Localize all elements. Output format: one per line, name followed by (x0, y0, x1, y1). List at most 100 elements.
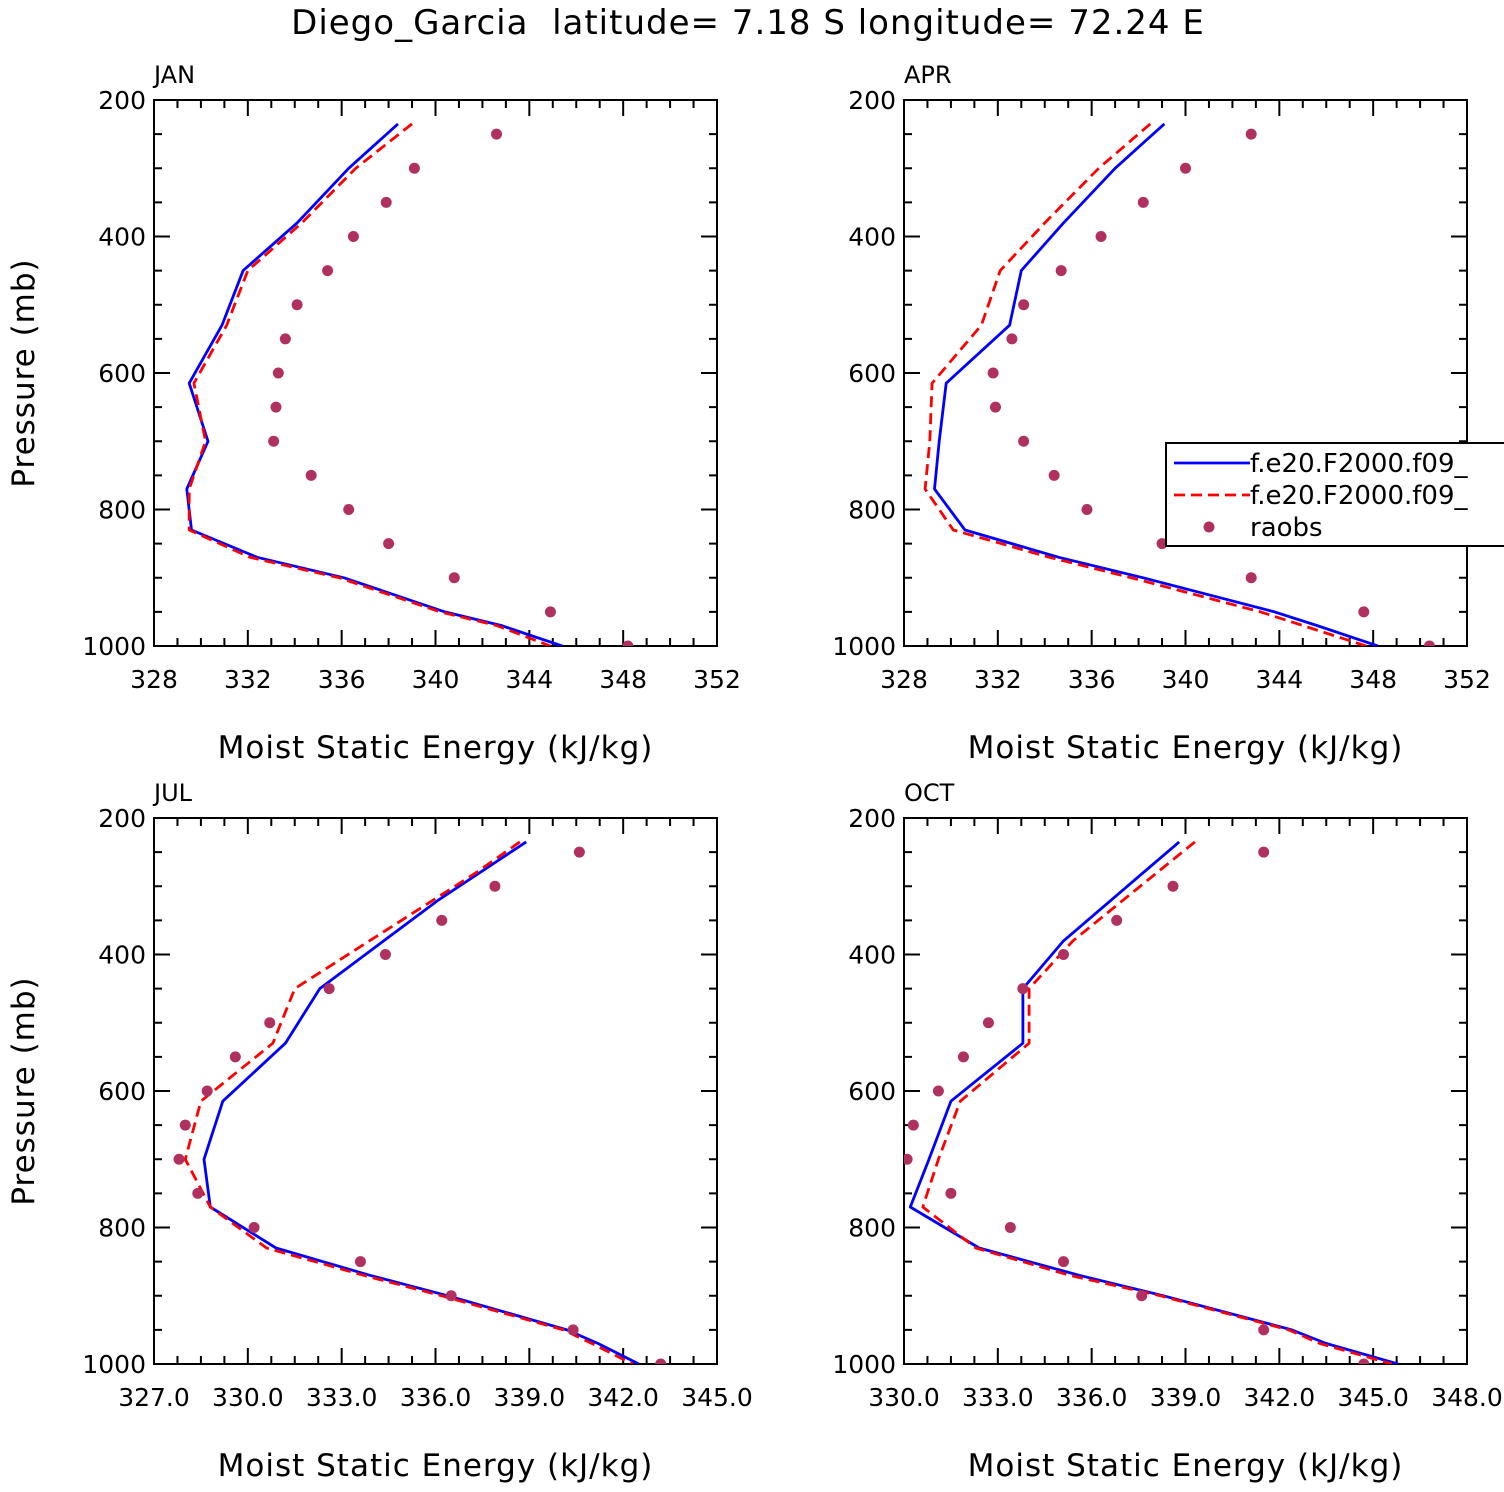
raobs-point (201, 1085, 213, 1097)
x-tick-label: 352 (1443, 665, 1491, 694)
x-tick-label: 336.0 (400, 1383, 472, 1412)
raobs-point (567, 1324, 579, 1336)
panel-label: APR (904, 61, 952, 89)
y-tick-label: 200 (848, 86, 896, 115)
raobs-point (1358, 606, 1370, 618)
y-tick-label: 800 (98, 496, 146, 525)
raobs-point (272, 367, 284, 379)
x-tick-label: 330.0 (212, 1383, 284, 1412)
raobs-point (987, 367, 999, 379)
legend-marker (1203, 521, 1215, 533)
x-tick-label: 336 (318, 665, 366, 694)
raobs-point (173, 1153, 185, 1165)
raobs-point (622, 640, 634, 646)
y-tick-label: 200 (848, 804, 896, 833)
raobs-point (1137, 196, 1149, 208)
raobs-point (179, 1119, 191, 1131)
panel-label: JAN (152, 61, 195, 89)
raobs-point (380, 196, 392, 208)
x-tick-label: 342.0 (1244, 1383, 1316, 1412)
raobs-point (445, 1290, 457, 1302)
raobs-point (1048, 469, 1060, 481)
y-tick-label: 400 (848, 223, 896, 252)
series-group (185, 122, 634, 646)
raobs-point (1423, 640, 1435, 646)
series-line-dashed (921, 840, 1393, 1364)
panel-label: OCT (904, 779, 955, 807)
raobs-point (305, 469, 317, 481)
y-tick-label: 600 (848, 1077, 896, 1106)
y-tick-label: 400 (98, 941, 146, 970)
raobs-point (1245, 128, 1257, 140)
x-tick-label: 339.0 (1150, 1383, 1222, 1412)
raobs-point (354, 1256, 366, 1268)
series-line-solid (933, 122, 1379, 646)
raobs-point (490, 128, 502, 140)
raobs-point (1245, 572, 1257, 584)
raobs-point (323, 983, 335, 995)
panel-apr: APR 200 400 600 800 1000 328 332 336 340 344 348 352… (832, 61, 1490, 766)
y-tick-label: 200 (98, 804, 146, 833)
raobs-point (248, 1222, 260, 1233)
series-group (904, 840, 1399, 1364)
raobs-point (436, 914, 448, 926)
x-tick-label: 336 (1068, 665, 1116, 694)
x-tick-label: 344 (505, 665, 553, 694)
series-line-dashed (923, 122, 1367, 646)
y-tick-label: 600 (98, 1077, 146, 1106)
y-tick-label: 800 (98, 1214, 146, 1243)
raobs-point (1017, 983, 1029, 995)
legend: f.e20.F2000.f09_f.e20.F2000.f09_raobs (1165, 442, 1504, 547)
x-tick-label: 352 (693, 665, 741, 694)
x-tick-label: 348 (1349, 665, 1397, 694)
raobs-point (544, 606, 556, 618)
y-tick-label: 1000 (82, 1350, 146, 1379)
raobs-point (489, 880, 501, 892)
raobs-point (379, 949, 391, 960)
raobs-point (322, 265, 334, 277)
x-tick-label: 330.0 (868, 1383, 940, 1412)
raobs-point (982, 1017, 994, 1029)
y-tick-label: 1000 (832, 632, 896, 661)
raobs-point (989, 401, 1001, 413)
series-group (173, 840, 667, 1364)
x-tick-label: 348 (599, 665, 647, 694)
y-tick-label: 1000 (82, 632, 146, 661)
raobs-point (1018, 435, 1030, 447)
y-tick-label: 800 (848, 496, 896, 525)
series-line-dashed (183, 840, 634, 1364)
legend-label: f.e20.F2000.f09_ (1250, 481, 1468, 511)
raobs-point (945, 1187, 957, 1199)
x-tick-label: 336.0 (1056, 1383, 1128, 1412)
legend-label: raobs (1250, 513, 1323, 543)
series-line-solid (202, 840, 640, 1364)
raobs-point (268, 435, 280, 447)
x-tick-label: 345.0 (1337, 1383, 1409, 1412)
raobs-point (1006, 333, 1018, 345)
raobs-point (1258, 846, 1270, 858)
y-tick-label: 1000 (832, 1350, 896, 1379)
x-axis-label: Moist Static Energy (kJ/kg) (968, 730, 1404, 766)
x-tick-label: 339.0 (494, 1383, 566, 1412)
raobs-point (904, 1153, 913, 1165)
raobs-point (1058, 1256, 1070, 1268)
legend-label: f.e20.F2000.f09_ (1250, 449, 1468, 479)
raobs-point (932, 1085, 944, 1097)
raobs-point (192, 1187, 204, 1199)
x-tick-label: 342.0 (587, 1383, 659, 1412)
raobs-point (229, 1051, 241, 1063)
raobs-point (1055, 265, 1067, 277)
raobs-point (448, 572, 460, 584)
panel-label: JUL (152, 779, 193, 807)
raobs-point (907, 1119, 919, 1131)
y-tick-label: 600 (848, 359, 896, 388)
x-axis-label: Moist Static Energy (kJ/kg) (218, 730, 654, 766)
y-tick-label: 400 (98, 223, 146, 252)
y-tick-label: 600 (98, 359, 146, 388)
raobs-point (1111, 914, 1123, 926)
series-group (923, 122, 1435, 646)
y-axis-label: Pressure (mb) (6, 976, 42, 1205)
